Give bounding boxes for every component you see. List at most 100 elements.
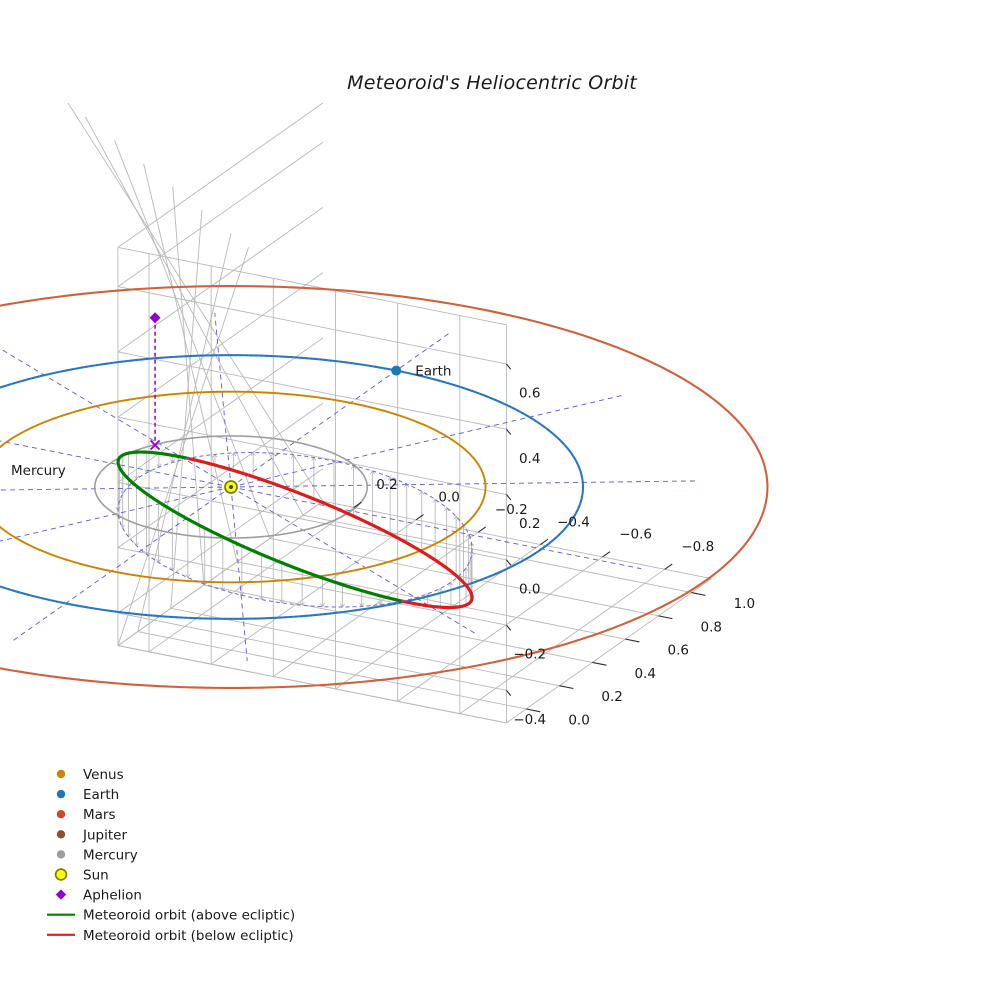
tick-mark bbox=[353, 501, 362, 508]
y-tick-label: 0.0 bbox=[438, 490, 459, 506]
venus-dot-icon bbox=[56, 769, 66, 779]
stem-arrow-tip bbox=[444, 507, 450, 512]
meteoroid-orbit-above-ecliptic bbox=[116, 450, 405, 603]
legend-item-label: Venus bbox=[83, 767, 124, 783]
stem-arrow-tip bbox=[377, 601, 383, 606]
axis-ticks-and-labels: 0.0 0.2 0.4 0.6 0.8 1.0 0.2 0.0 −0.2 −0.4 −0.6 −0.8… bbox=[353, 363, 755, 729]
legend-item-label: Mars bbox=[83, 807, 116, 823]
z-tick-label: −0.4 bbox=[513, 712, 546, 728]
planet-orbit-curves bbox=[0, 284, 769, 690]
tick-mark bbox=[540, 538, 549, 545]
stem-arrow-tip bbox=[250, 451, 256, 456]
tick-mark bbox=[506, 363, 512, 370]
body-markers bbox=[149, 312, 402, 494]
z-tick-label: −0.2 bbox=[513, 647, 546, 663]
stem-arrow-tip bbox=[231, 452, 237, 457]
legend-item-label: Mercury bbox=[83, 847, 138, 863]
stem-arrow-tip bbox=[369, 470, 375, 475]
sun-dot-icon bbox=[54, 868, 68, 881]
y-tick-label: 0.2 bbox=[376, 477, 397, 493]
mercury-dot-icon bbox=[56, 850, 66, 859]
x-tick-label: 1.0 bbox=[734, 596, 755, 612]
radial-dashed-guide bbox=[230, 486, 478, 635]
x-tick-label: 0.4 bbox=[634, 666, 655, 682]
tick-mark bbox=[506, 494, 512, 501]
aphelion-diamond-icon bbox=[55, 889, 67, 900]
axes-panes bbox=[67, 102, 712, 724]
legend-item-label: Meteoroid orbit (above ecliptic) bbox=[83, 908, 295, 924]
stem-arrow-tip bbox=[432, 498, 438, 503]
radial-dashed-guide bbox=[214, 313, 232, 488]
sun-core bbox=[229, 485, 233, 489]
mercury-label: Mercury bbox=[11, 463, 66, 479]
radial-dashed-guide bbox=[230, 486, 248, 661]
x-tick-label: 0.0 bbox=[568, 713, 589, 729]
tick-mark bbox=[477, 526, 486, 533]
tick-mark bbox=[592, 661, 607, 666]
stem-arrow-tip bbox=[419, 490, 425, 495]
z-tick-label: 0.4 bbox=[519, 451, 540, 467]
y-tick-label: −0.8 bbox=[681, 539, 714, 555]
stem-arrow-tip bbox=[448, 581, 454, 586]
mars-orbit bbox=[0, 284, 769, 690]
stem-arrow-tip bbox=[387, 476, 393, 481]
tick-mark bbox=[664, 563, 673, 570]
radial-dashed-guide bbox=[230, 394, 626, 488]
tick-mark bbox=[506, 689, 512, 697]
earth-label: Earth bbox=[415, 364, 451, 380]
x-tick-label: 0.8 bbox=[701, 619, 722, 635]
legend-item-label: Jupiter bbox=[82, 827, 127, 843]
tick-mark bbox=[526, 708, 541, 713]
legend: Venus Earth Mars Jupiter Mercury Sun Aphelion M… bbox=[47, 767, 295, 944]
y-tick-label: −0.4 bbox=[557, 514, 590, 530]
earth-dot-icon bbox=[56, 789, 66, 799]
radial-dashed-guide bbox=[0, 347, 232, 488]
radial-dashed-guide bbox=[0, 440, 232, 488]
earth-orbit-projection bbox=[0, 354, 584, 620]
venus-orbit bbox=[0, 390, 487, 584]
tick-mark bbox=[415, 514, 424, 521]
meteoroid-orbit-curve bbox=[116, 450, 474, 610]
x-tick-label: 0.2 bbox=[601, 689, 622, 705]
stem-arrow-tip bbox=[437, 587, 443, 592]
radial-dashed-guide bbox=[230, 486, 642, 570]
legend-item-label: Earth bbox=[83, 787, 119, 803]
meteoroid-orbit-projection bbox=[117, 452, 473, 608]
y-tick-label: −0.2 bbox=[495, 502, 528, 518]
legend-item-label: Meteoroid orbit (below ecliptic) bbox=[83, 928, 294, 944]
legend-item-label: Sun bbox=[83, 868, 109, 884]
legend-item-label: Aphelion bbox=[83, 888, 142, 904]
tick-mark bbox=[506, 428, 512, 435]
y-tick-label: −0.6 bbox=[619, 527, 652, 543]
tick-mark bbox=[602, 551, 611, 558]
z-tick-label: 0.2 bbox=[519, 516, 540, 532]
stem-arrow-tip bbox=[299, 601, 305, 606]
stem-arrow-tip bbox=[319, 603, 326, 608]
tick-mark bbox=[559, 685, 574, 690]
stem-arrow-tip bbox=[279, 599, 285, 604]
radial-dashed-guide bbox=[0, 486, 232, 542]
stem-arrow-tip bbox=[185, 574, 191, 579]
jupiter-dot-icon bbox=[56, 830, 66, 839]
stem-arrow-tip bbox=[466, 533, 472, 538]
mercury-orbit bbox=[93, 435, 369, 539]
body-text-labels: Earth Mercury bbox=[11, 364, 451, 479]
earth-marker bbox=[391, 365, 402, 376]
page-title: Meteoroid's Heliocentric Orbit bbox=[347, 72, 637, 94]
mars-dot-icon bbox=[56, 810, 66, 819]
z-tick-label: 0.0 bbox=[519, 581, 540, 597]
tick-mark bbox=[506, 559, 512, 566]
tick-mark bbox=[691, 592, 706, 596]
meteoroid-orbit-below-ecliptic bbox=[186, 456, 474, 610]
x-tick-label: 0.6 bbox=[668, 643, 689, 659]
radial-dashed-guides bbox=[0, 313, 696, 661]
tick-mark bbox=[506, 624, 512, 631]
tick-mark bbox=[658, 615, 673, 620]
aphelion-marker bbox=[149, 312, 161, 324]
stem-arrow-tip bbox=[259, 596, 265, 601]
aphelion-projection-marker bbox=[149, 439, 161, 451]
tick-mark bbox=[625, 638, 640, 643]
z-tick-label: 0.6 bbox=[519, 385, 540, 401]
